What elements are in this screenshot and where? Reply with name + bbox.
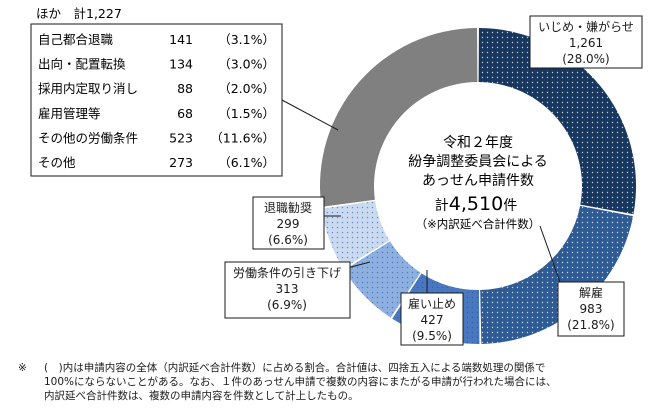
center-total: 計4,510件	[435, 193, 517, 215]
slice-label-5-name: 退職勧奨	[264, 201, 312, 215]
slice-label-1-box	[529, 15, 643, 69]
footnote-text: ( )内は申請内容の全体（内訳延べ合計件数）に占める割合。合計値は、四捨五入によ…	[44, 362, 557, 402]
leader-line-other	[281, 99, 339, 131]
breakdown-row-percent: （6.1%）	[218, 155, 275, 170]
slice-label-3-name: 雇い止め	[408, 296, 456, 311]
donut-slice-5	[321, 200, 390, 269]
leader-line-4	[539, 225, 561, 283]
slice-label-4-name: 労働条件の引き下げ	[233, 266, 341, 280]
breakdown-row-percent: （11.6%）	[210, 130, 275, 145]
breakdown-row-name: 自己都合退職	[38, 32, 114, 47]
slice-label-5-percent: (6.6%)	[268, 233, 308, 247]
breakdown-row: その他の労働条件 523 （11.6%）	[38, 130, 275, 145]
donut-slice-2	[480, 205, 634, 344]
slice-label-5-value: 299	[277, 217, 300, 231]
slice-label-3-value: 427	[421, 313, 444, 327]
slice-label-2-box	[557, 281, 625, 337]
slice-label-1-percent: (28.0%)	[562, 52, 609, 66]
slice-label-4-percent: (6.9%)	[267, 298, 307, 312]
donut-slice-6-fill	[320, 28, 478, 207]
footnote-mark: ※	[18, 362, 27, 374]
breakdown-row-value: 273	[169, 155, 193, 170]
other-breakdown-table: ほか 計1,227 自己都合退職 141 （3.1%） 出向・配置転換 134 （3.0%…	[30, 6, 283, 177]
slice-label-1-name: いじめ・嫌がらせ	[538, 19, 634, 34]
breakdown-row-value: 68	[177, 106, 193, 121]
center-line2: 紛争調整委員会による	[408, 154, 548, 170]
slice-label-5-box	[252, 196, 325, 250]
slice-label-3: 雇い止め 427 (9.5%)	[400, 292, 464, 346]
breakdown-row-percent: （2.0%）	[218, 81, 275, 96]
center-total-value: 4,510	[449, 193, 503, 215]
breakdown-row-name: その他	[38, 155, 76, 170]
slice-label-2-percent: (21.8%)	[567, 318, 614, 332]
breakdown-row: 雇用管理等 68 （1.5%）	[38, 106, 275, 121]
center-line1: 令和２年度	[443, 135, 513, 151]
breakdown-row-name: その他の労働条件	[38, 130, 138, 145]
slice-label-2: 解雇 983 (21.8%)	[557, 281, 625, 337]
breakdown-row: その他 273 （6.1%）	[38, 155, 275, 170]
breakdown-row-percent: （1.5%）	[218, 106, 275, 121]
slice-label-1-value: 1,261	[569, 36, 603, 50]
slice-labels: いじめ・嫌がらせ 1,261 (28.0%) 解雇 983 (21.8%) 雇い止め 427 (…	[224, 15, 643, 346]
breakdown-row: 出向・配置転換 134 （3.0%）	[38, 57, 275, 72]
center-line3: あっせん申請件数	[422, 173, 534, 189]
center-total-prefix: 計	[435, 198, 449, 214]
center-note: （※内訳延べ合計件数）	[416, 217, 541, 231]
other-breakdown-frame	[30, 23, 283, 177]
donut-slice-2-pattern	[480, 205, 634, 344]
donut-slice-5-pattern	[321, 200, 390, 269]
slice-label-1: いじめ・嫌がらせ 1,261 (28.0%)	[529, 15, 643, 69]
breakdown-row: 採用内定取り消し 88 （2.0%）	[38, 81, 275, 96]
slice-label-3-percent: (9.5%)	[412, 329, 452, 343]
breakdown-row-value: 88	[177, 81, 193, 96]
breakdown-row-name: 雇用管理等	[38, 106, 101, 121]
slice-label-2-name: 解雇	[579, 285, 603, 300]
slice-label-3-box	[400, 292, 464, 346]
breakdown-row-value: 141	[169, 32, 193, 47]
donut-slice-1-pattern	[478, 28, 636, 215]
breakdown-row-percent: （3.1%）	[218, 32, 275, 47]
slice-label-4-box	[224, 261, 351, 319]
slice-label-4: 労働条件の引き下げ 313 (6.9%)	[224, 261, 351, 319]
slice-label-2-value: 983	[580, 302, 603, 316]
other-breakdown-rows: 自己都合退職 141 （3.1%） 出向・配置転換 134 （3.0%） 採用内定取り消し 8…	[38, 32, 275, 170]
breakdown-row: 自己都合退職 141 （3.1%）	[38, 32, 275, 47]
slice-label-4-value: 313	[276, 282, 299, 296]
breakdown-row-name: 採用内定取り消し	[38, 81, 138, 96]
slice-label-5: 退職勧奨 299 (6.6%)	[252, 196, 325, 250]
other-breakdown-title: ほか 計1,227	[36, 6, 122, 21]
breakdown-row-percent: （3.0%）	[218, 57, 275, 72]
donut-slice-1	[478, 28, 636, 215]
breakdown-row-value: 134	[169, 57, 193, 72]
breakdown-row-name: 出向・配置転換	[38, 57, 126, 72]
center-total-suffix: 件	[503, 198, 517, 214]
donut-center-text: 令和２年度 紛争調整委員会による あっせん申請件数 計4,510件 （※内訳延べ…	[408, 135, 548, 231]
donut-slice-6	[320, 28, 478, 207]
footnote: ※ ( )内は申請内容の全体（内訳延べ合計件数）に占める割合。合計値は、四捨五入…	[18, 361, 648, 403]
breakdown-row-value: 523	[169, 130, 193, 145]
